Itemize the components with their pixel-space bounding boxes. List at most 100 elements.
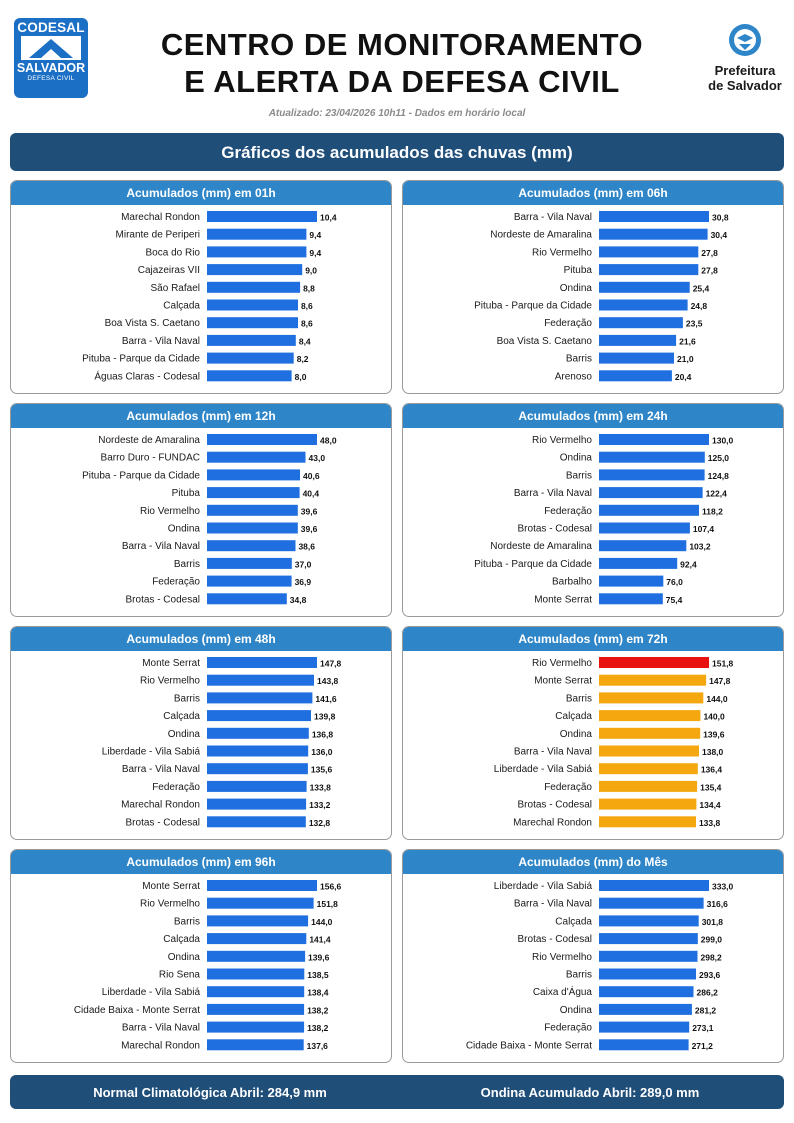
bar	[599, 211, 709, 222]
value-label: 143,8	[317, 676, 339, 686]
category-label: Liberdade - Vila Sabiá	[102, 747, 201, 758]
value-label: 136,0	[311, 747, 333, 757]
bar	[207, 522, 298, 534]
bar	[599, 897, 704, 909]
value-label: 139,6	[703, 729, 725, 739]
bar	[207, 897, 314, 909]
category-label: Barris	[174, 916, 200, 927]
category-label: Barris	[174, 693, 200, 704]
bar	[599, 487, 703, 499]
category-label: Pituba - Parque da Cidade	[82, 354, 200, 365]
category-label: Cajazeiras VII	[138, 265, 200, 276]
value-label: 135,4	[700, 782, 722, 792]
value-label: 40,4	[303, 489, 320, 499]
category-label: Federação	[544, 506, 592, 517]
bar	[599, 469, 705, 481]
value-label: 76,0	[666, 577, 683, 587]
category-label: Rio Vermelho	[532, 658, 592, 669]
value-label: 48,0	[320, 436, 337, 446]
category-label: Barra - Vila Naval	[122, 1023, 200, 1034]
category-label: Monte Serrat	[534, 594, 592, 605]
bar	[599, 915, 699, 927]
value-label: 8,8	[303, 283, 315, 293]
value-label: 21,0	[677, 354, 694, 364]
prefeitura-logo-line1: Prefeitura	[714, 63, 776, 78]
codesal-logo-subtitle: DEFESA CIVIL	[27, 75, 75, 82]
value-label: 24,8	[691, 301, 708, 311]
bar	[599, 798, 697, 810]
category-label: Barra - Vila Naval	[122, 541, 200, 552]
chart-mes: Liberdade - Vila Sabiá 333,0 Barra - Vila …	[466, 880, 734, 1051]
bar	[599, 816, 696, 828]
category-label: Brotas - Codesal	[518, 524, 592, 535]
chart-12h: Nordeste de Amaralina 48,0 Barro Duro - FU…	[82, 434, 337, 605]
value-label: 138,5	[307, 970, 329, 980]
bar	[599, 780, 698, 792]
value-label: 133,2	[309, 800, 331, 810]
category-label: Liberdade - Vila Sabiá	[494, 764, 593, 775]
bar	[599, 504, 699, 516]
value-label: 38,6	[298, 542, 315, 552]
bar	[599, 522, 690, 534]
chart-panel-06h: Acumulados (mm) em 06h Barra - Vila Nava…	[402, 180, 784, 394]
chart-panel-12h: Acumulados (mm) em 12h Nordeste de Amara…	[10, 403, 392, 617]
bar	[207, 1039, 304, 1051]
bar	[207, 933, 307, 945]
bar	[207, 745, 309, 757]
chart-panel-mes: Acumulados (mm) do Mês Liberdade - Vila …	[402, 849, 784, 1063]
value-label: 138,4	[307, 988, 329, 998]
bar	[599, 727, 701, 739]
category-label: Federação	[152, 782, 200, 793]
chart-title: Acumulados (mm) em 96h	[11, 850, 391, 874]
value-label: 144,0	[706, 694, 728, 704]
updated-timestamp: Atualizado: 23/04/2026 10h11 - Dados em …	[268, 108, 526, 119]
bar	[207, 657, 317, 668]
codesal-logo-city: SALVADOR	[16, 61, 86, 75]
page-title: CENTRO DE MONITORAMENTO E ALERTA DA DEFE…	[130, 26, 674, 100]
bar	[207, 334, 296, 346]
page-title-line2: E ALERTA DA DEFESA CIVIL	[184, 64, 620, 99]
category-label: Federação	[544, 782, 592, 793]
bar	[207, 915, 309, 927]
chart-title: Acumulados (mm) em 12h	[11, 404, 391, 428]
bar	[599, 657, 709, 668]
value-label: 107,4	[693, 524, 715, 534]
value-label: 27,8	[701, 248, 718, 258]
category-label: Brotas - Codesal	[518, 800, 592, 811]
chart-72h: Rio Vermelho 151,8 Monte Serrat 147,8 Barris…	[494, 657, 734, 828]
footer-ondina-acumulado: Ondina Acumulado Abril: 289,0 mm	[480, 1085, 700, 1100]
codesal-emblem-icon	[21, 36, 81, 60]
value-label: 133,8	[699, 818, 721, 828]
bar	[207, 487, 300, 499]
category-label: Rio Vermelho	[532, 247, 592, 258]
category-label: Pituba	[172, 488, 201, 499]
category-label: Barris	[566, 970, 592, 981]
bar	[207, 299, 298, 311]
bar	[599, 352, 674, 364]
bar	[207, 370, 292, 382]
bar	[207, 352, 294, 364]
value-label: 134,4	[699, 800, 721, 810]
bar	[207, 451, 306, 463]
category-label: Barbalho	[552, 577, 592, 588]
category-label: Ondina	[560, 283, 593, 294]
bar	[207, 692, 313, 704]
category-label: Calçada	[163, 934, 200, 945]
bar	[599, 880, 709, 891]
category-label: Liberdade - Vila Sabiá	[102, 987, 201, 998]
value-label: 316,6	[707, 899, 729, 909]
chart-06h: Barra - Vila Naval 30,8 Nordeste de Amaral…	[474, 211, 729, 382]
value-label: 137,6	[307, 1041, 329, 1051]
category-label: Rio Vermelho	[532, 952, 592, 963]
category-label: Calçada	[555, 711, 592, 722]
value-label: 23,5	[686, 319, 703, 329]
category-label: Arenoso	[555, 371, 593, 382]
bar	[599, 540, 687, 552]
value-label: 39,6	[301, 506, 318, 516]
bar	[599, 692, 704, 704]
value-label: 9,4	[309, 230, 321, 240]
section-title: Gráficos dos acumulados das chuvas (mm)	[10, 133, 784, 171]
value-label: 124,8	[708, 471, 730, 481]
category-label: Cidade Baixa - Monte Serrat	[74, 1005, 200, 1016]
category-label: Barris	[174, 559, 200, 570]
